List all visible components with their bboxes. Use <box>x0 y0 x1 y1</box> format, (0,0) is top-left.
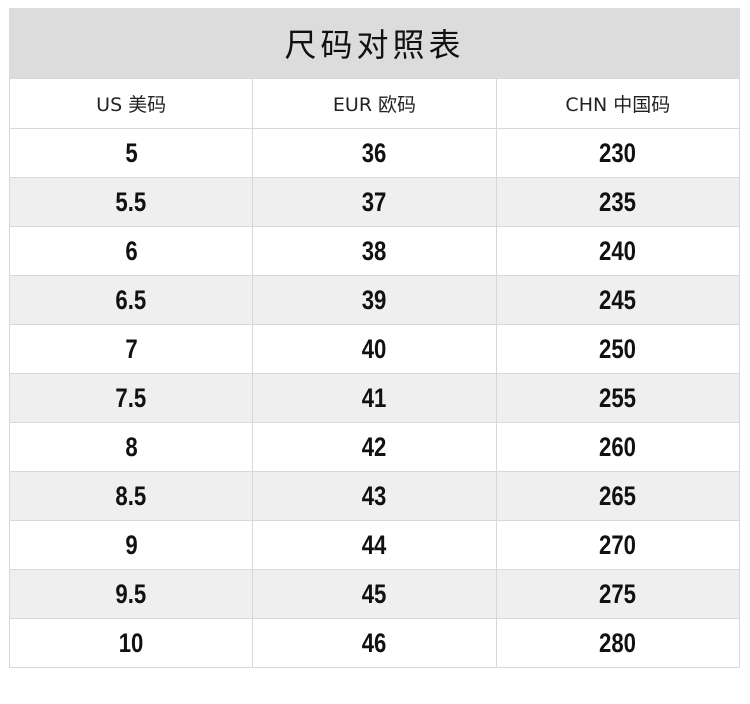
chn-size: 245 <box>599 284 637 315</box>
eur-size: 36 <box>362 137 387 168</box>
chn-size: 270 <box>599 529 637 560</box>
us-size-cell: 7.5 <box>8 373 254 423</box>
chn-size-cell: 275 <box>495 569 741 619</box>
us-size: 9 <box>124 529 138 560</box>
table-row: 8 42 260 <box>8 422 741 472</box>
us-size-cell: 8 <box>8 422 254 472</box>
table-row: 7.5 41 255 <box>8 373 741 423</box>
table-row: 6.5 39 245 <box>8 275 741 325</box>
chn-size-cell: 245 <box>495 275 741 325</box>
us-size: 7.5 <box>115 382 147 413</box>
us-size-cell: 5.5 <box>8 177 254 227</box>
chn-size-cell: 240 <box>495 226 741 276</box>
chn-size-cell: 230 <box>495 128 741 178</box>
eur-size-cell: 45 <box>252 569 497 619</box>
header-chn: CHN 中国码 <box>495 78 741 129</box>
table-row: 9.5 45 275 <box>8 569 741 619</box>
table-row: 5 36 230 <box>8 128 741 178</box>
table-row: 6 38 240 <box>8 226 741 276</box>
us-size-cell: 7 <box>8 324 254 374</box>
chn-size-cell: 235 <box>495 177 741 227</box>
chn-size-cell: 280 <box>495 618 741 668</box>
chn-size: 275 <box>599 578 637 609</box>
eur-size: 44 <box>362 529 387 560</box>
eur-size-cell: 44 <box>252 520 497 570</box>
us-size: 5 <box>124 137 138 168</box>
table-row: 8.5 43 265 <box>8 471 741 521</box>
eur-size: 42 <box>362 431 387 462</box>
us-size-cell: 8.5 <box>8 471 254 521</box>
us-size: 7 <box>124 333 138 364</box>
us-size: 5.5 <box>115 186 147 217</box>
eur-size-cell: 46 <box>252 618 497 668</box>
us-size-cell: 10 <box>8 618 254 668</box>
eur-size: 45 <box>362 578 387 609</box>
us-size-cell: 6 <box>8 226 254 276</box>
eur-size: 46 <box>362 627 387 658</box>
eur-size: 38 <box>362 235 387 266</box>
table-row: 10 46 280 <box>8 618 741 668</box>
eur-size: 41 <box>362 382 387 413</box>
chn-size: 235 <box>599 186 637 217</box>
eur-size-cell: 42 <box>252 422 497 472</box>
chn-size: 280 <box>599 627 637 658</box>
eur-size: 39 <box>362 284 387 315</box>
size-chart: 尺码对照表 US 美码 EUR 欧码 CHN 中国码 5 36 230 5.5 37 23… <box>8 8 741 668</box>
header-row: US 美码 EUR 欧码 CHN 中国码 <box>8 78 741 129</box>
eur-size-cell: 43 <box>252 471 497 521</box>
chn-size: 265 <box>599 480 637 511</box>
chn-size-cell: 270 <box>495 520 741 570</box>
chart-title: 尺码对照表 <box>9 8 740 78</box>
eur-size: 43 <box>362 480 387 511</box>
us-size: 8.5 <box>115 480 147 511</box>
eur-size-cell: 37 <box>252 177 497 227</box>
header-us: US 美码 <box>8 78 254 129</box>
chn-size-cell: 250 <box>495 324 741 374</box>
eur-size-cell: 38 <box>252 226 497 276</box>
table-row: 9 44 270 <box>8 520 741 570</box>
eur-size-cell: 40 <box>252 324 497 374</box>
chn-size: 260 <box>599 431 637 462</box>
us-size: 10 <box>118 627 144 658</box>
chn-size: 230 <box>599 137 637 168</box>
chn-size: 240 <box>599 235 637 266</box>
size-table: US 美码 EUR 欧码 CHN 中国码 5 36 230 5.5 37 235 6 38 24… <box>8 78 741 668</box>
table-row: 7 40 250 <box>8 324 741 374</box>
us-size-cell: 6.5 <box>8 275 254 325</box>
eur-size-cell: 36 <box>252 128 497 178</box>
chn-size-cell: 255 <box>495 373 741 423</box>
chn-size: 250 <box>599 333 637 364</box>
us-size-cell: 5 <box>8 128 254 178</box>
chn-size-cell: 265 <box>495 471 741 521</box>
us-size-cell: 9.5 <box>8 569 254 619</box>
chn-size: 255 <box>599 382 637 413</box>
chn-size-cell: 260 <box>495 422 741 472</box>
us-size-cell: 9 <box>8 520 254 570</box>
eur-size: 40 <box>362 333 387 364</box>
us-size: 8 <box>124 431 138 462</box>
us-size: 6 <box>124 235 138 266</box>
us-size: 9.5 <box>115 578 147 609</box>
eur-size: 37 <box>362 186 387 217</box>
eur-size-cell: 41 <box>252 373 497 423</box>
header-eur: EUR 欧码 <box>252 78 497 129</box>
us-size: 6.5 <box>115 284 147 315</box>
table-row: 5.5 37 235 <box>8 177 741 227</box>
eur-size-cell: 39 <box>252 275 497 325</box>
